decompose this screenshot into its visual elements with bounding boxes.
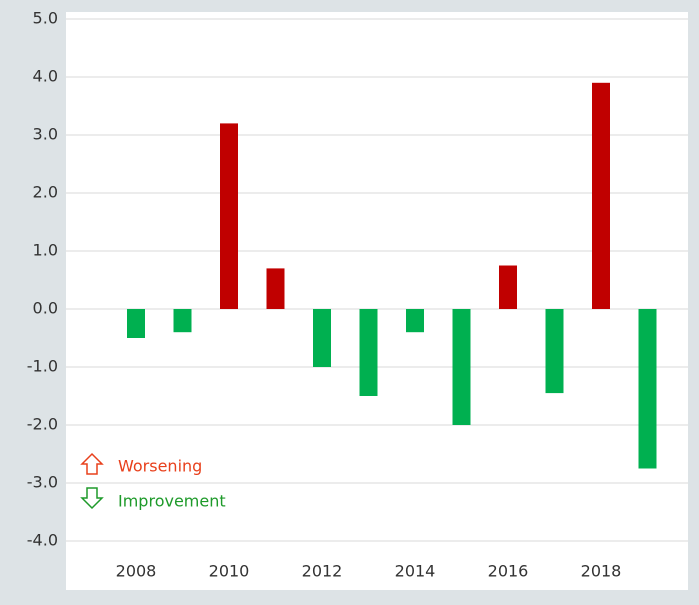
- y-tick-label: -4.0: [27, 531, 58, 550]
- bar: [592, 82, 610, 309]
- y-tick-label: 4.0: [33, 67, 58, 86]
- legend-arrow-down: [80, 487, 104, 510]
- x-tick-label: 2014: [395, 562, 436, 581]
- y-tick-label: 3.0: [33, 125, 58, 144]
- y-tick-label: 1.0: [33, 241, 58, 260]
- y-tick-label: -2.0: [27, 415, 58, 434]
- x-tick-label: 2016: [488, 562, 529, 581]
- x-tick-label: 2018: [581, 562, 622, 581]
- y-tick-label: 0.0: [33, 299, 58, 318]
- legend-arrow-up: [80, 452, 104, 475]
- bar: [452, 309, 471, 425]
- bar: [499, 265, 517, 309]
- legend-label: Improvement: [118, 492, 226, 511]
- bar: [638, 309, 657, 469]
- bar: [127, 309, 145, 338]
- legend: [80, 452, 104, 510]
- y-tick-label: -1.0: [27, 357, 58, 376]
- plot-area: [66, 12, 688, 590]
- bar: [173, 309, 192, 333]
- bar: [406, 309, 424, 333]
- x-tick-label: 2012: [302, 562, 343, 581]
- y-tick-label: 5.0: [33, 9, 58, 28]
- y-tick-label: -3.0: [27, 473, 58, 492]
- y-tick-label: 2.0: [33, 183, 58, 202]
- bar: [545, 309, 564, 394]
- bar: [220, 123, 238, 310]
- bar: [359, 309, 378, 396]
- legend-label: Worsening: [118, 457, 202, 476]
- bar: [313, 309, 331, 367]
- bar: [266, 268, 285, 309]
- x-tick-label: 2010: [209, 562, 250, 581]
- x-tick-label: 2008: [116, 562, 157, 581]
